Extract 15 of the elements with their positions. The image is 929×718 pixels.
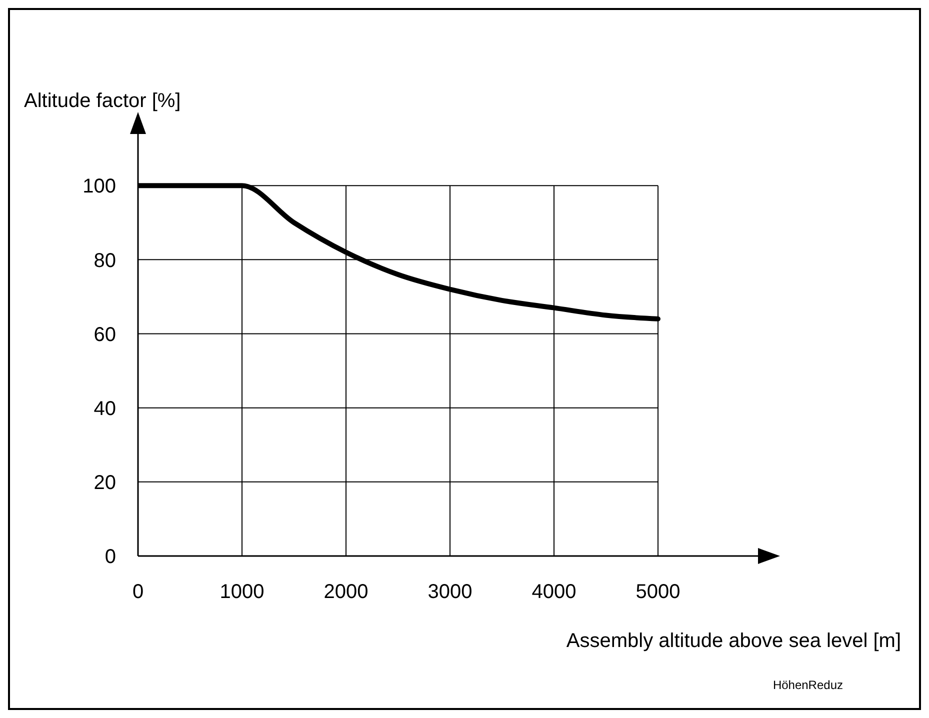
y-tick-label: 40 [94, 398, 116, 420]
y-tick-label: 60 [94, 324, 116, 346]
y-tick-label: 100 [82, 176, 116, 198]
y-tick-label: 80 [94, 250, 116, 272]
x-tick-label: 2000 [324, 581, 368, 604]
x-tick-label: 3000 [428, 581, 472, 604]
x-tick-label: 4000 [532, 581, 576, 604]
x-axis-title: Assembly altitude above sea level [m] [566, 630, 901, 653]
y-tick-label: 20 [94, 472, 116, 494]
text: HöhenReduz [772, 678, 843, 692]
x-tick-label: 0 [132, 581, 144, 604]
y-tick-label: 0 [104, 546, 116, 568]
x-tick-label: 1000 [220, 581, 264, 604]
y-axis-title: Altitude factor [%] [24, 90, 181, 113]
x-tick-label: 5000 [636, 581, 680, 604]
